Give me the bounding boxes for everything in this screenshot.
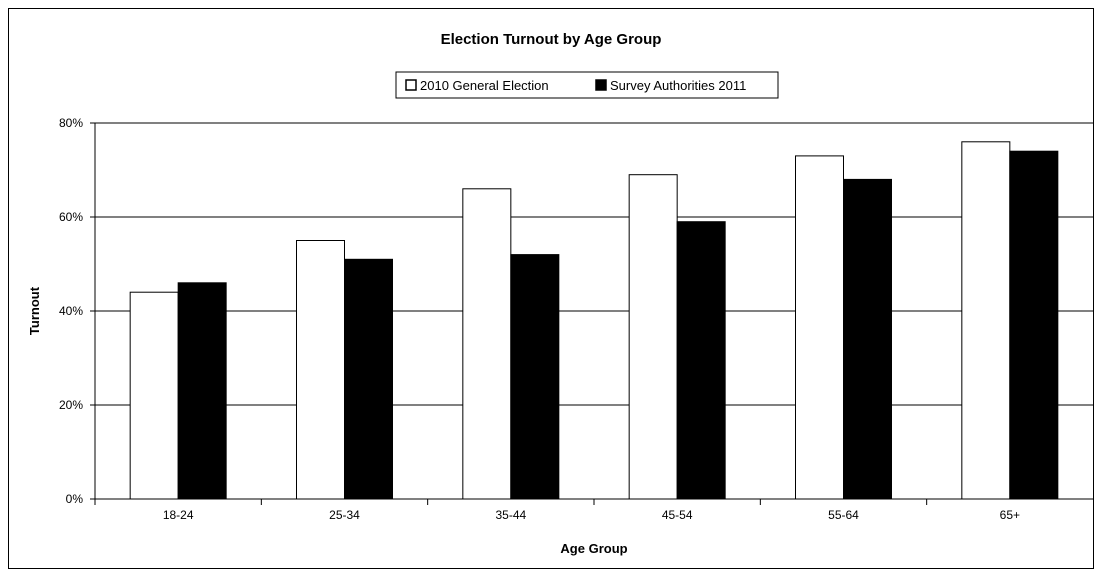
bar-general-election-65+: [961, 141, 1011, 500]
chart-frame: Election Turnout by Age Group 2010 Gener…: [8, 8, 1094, 569]
y-tick-label: 20%: [59, 398, 83, 412]
legend-label: 2010 General Election: [420, 78, 549, 93]
x-axis-label: Age Group: [560, 541, 627, 556]
gridlines: [95, 122, 1093, 406]
bar-general-election-45-54: [628, 174, 678, 500]
y-tick-label: 0%: [66, 492, 84, 506]
bars: [129, 141, 1059, 500]
legend-swatch: [405, 79, 417, 91]
y-axis-ticks: 0% 20% 40% 60% 80%: [59, 116, 95, 506]
x-axis-ticks: 18-24 25-34 35-44 45-54 55-64 65+: [94, 499, 1020, 522]
y-tick-label: 40%: [59, 304, 83, 318]
bar-general-election-55-64: [795, 155, 844, 500]
bar-general-election-35-44: [462, 188, 512, 500]
bar-survey-authorities-35-44: [510, 254, 560, 500]
x-tick-label: 18-24: [163, 508, 194, 522]
y-axis-label: Turnout: [27, 286, 42, 335]
legend-swatch: [595, 79, 607, 91]
bar-survey-authorities-45-54: [676, 221, 726, 500]
bar-chart: Election Turnout by Age Group 2010 Gener…: [27, 31, 1093, 556]
x-tick-label: 35-44: [495, 508, 526, 522]
bar-survey-authorities-18-24: [177, 282, 227, 500]
legend-box: [395, 71, 779, 99]
y-tick-label: 80%: [59, 116, 83, 130]
bar-general-election-18-24: [129, 291, 179, 500]
y-tick-label: 60%: [59, 210, 83, 224]
x-tick-label: 65+: [1000, 508, 1020, 522]
bar-survey-authorities-55-64: [843, 178, 892, 500]
x-tick-label: 25-34: [329, 508, 360, 522]
x-tick-label: 45-54: [662, 508, 693, 522]
bar-survey-authorities-25-34: [344, 258, 393, 500]
legend-label: Survey Authorities 2011: [610, 78, 746, 93]
bar-survey-authorities-65+: [1009, 150, 1059, 500]
bar-general-election-25-34: [296, 240, 345, 500]
x-tick-label: 55-64: [828, 508, 859, 522]
legend: 2010 General Election Survey Authorities …: [395, 71, 779, 99]
chart-title: Election Turnout by Age Group: [441, 31, 662, 48]
